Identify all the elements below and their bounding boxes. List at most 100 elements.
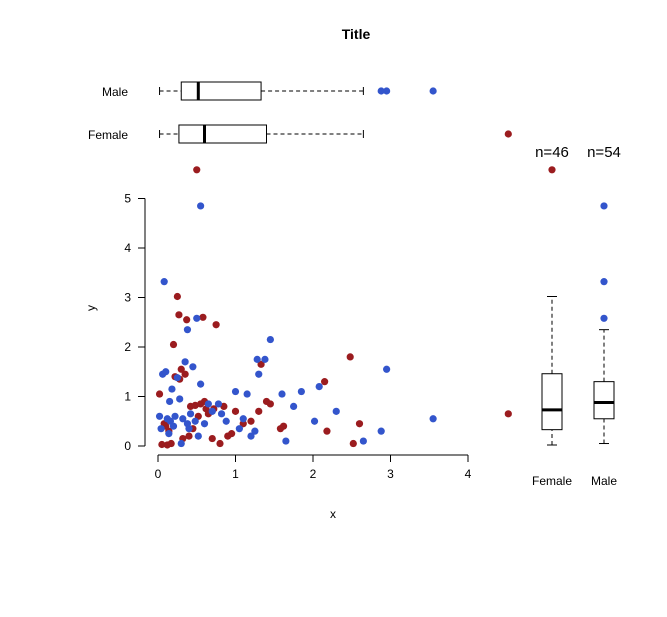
x-boxplot-box-female xyxy=(178,124,267,144)
scatter-point-female xyxy=(169,340,178,349)
y-tick-label: 3 xyxy=(124,291,131,305)
axes: 0 1 2 3 4 0 1 2 3 4 5 xyxy=(124,192,471,482)
scatter-point-female xyxy=(220,402,228,410)
scatter-point-male xyxy=(189,363,197,371)
scatter-point-male xyxy=(165,430,173,438)
scatter-point-male xyxy=(191,417,199,425)
x-boxplot-outlier-male xyxy=(383,87,391,95)
scatter-point-female xyxy=(181,370,189,378)
scatter-point-male xyxy=(155,412,164,420)
scatter-point-male xyxy=(235,425,243,433)
y-boxplot-label-male: Male xyxy=(591,474,617,488)
scatter-point-male xyxy=(429,415,437,423)
y-boxplot-box-female xyxy=(541,373,563,431)
scatter-point-male xyxy=(290,402,298,410)
scatter-point-female xyxy=(193,166,201,174)
count-label-male: n=54 xyxy=(587,144,621,161)
scatter-point-male xyxy=(169,422,178,430)
y-marginal-boxplots: n=46 Female n=54 Male xyxy=(532,144,621,488)
scatter-point-female xyxy=(255,407,263,415)
x-marginal-boxplots: Male Female xyxy=(88,81,512,144)
y-tick-label: 2 xyxy=(124,340,131,354)
y-boxplot-box-male xyxy=(593,381,615,420)
scatter-point-male xyxy=(183,326,192,334)
scatter-point-male xyxy=(261,355,269,363)
scatter-point-female xyxy=(167,439,175,448)
scatter-point-male xyxy=(297,387,305,396)
scatter-point-male xyxy=(166,397,174,406)
scatter-point-male xyxy=(266,335,274,344)
scatter-point-male xyxy=(157,425,165,433)
y-boxplot-outlier-male xyxy=(600,278,608,286)
x-boxplot-outlier-male xyxy=(377,87,385,95)
scatter-point-female xyxy=(231,407,240,415)
scatter-point-female xyxy=(355,420,364,428)
scatter-point-female xyxy=(279,422,288,430)
x-boxplot-outlier-male xyxy=(429,87,437,95)
scatter-point-female xyxy=(185,432,193,440)
scatter-point-male xyxy=(282,437,290,445)
scatter-point-female xyxy=(173,292,181,301)
y-tick-label: 1 xyxy=(124,390,131,404)
scatter-point-male xyxy=(332,407,340,415)
y-tick-label: 0 xyxy=(124,439,131,453)
y-tick-label: 4 xyxy=(124,241,131,255)
scatter-point-male xyxy=(176,395,184,403)
scatter-point-male xyxy=(197,380,205,388)
scatter-point-male xyxy=(239,415,247,423)
scatter-point-female xyxy=(321,378,329,386)
scatter-point-female xyxy=(175,311,183,319)
scatter-point-male xyxy=(222,417,230,425)
scatter-point-female xyxy=(349,439,357,448)
scatter-point-female xyxy=(228,430,236,438)
scatter-point-male xyxy=(243,390,251,398)
scatter-point-male xyxy=(200,420,209,428)
scatter-point-male xyxy=(177,439,185,448)
scatter-point-male xyxy=(173,374,181,382)
scatter-point-male xyxy=(315,383,323,391)
scatter-point-female xyxy=(239,420,247,428)
scatter-point-male xyxy=(171,412,179,420)
scatter-point-female xyxy=(177,365,185,373)
scatter-point-female xyxy=(191,401,199,410)
scatter-point-male xyxy=(247,432,255,440)
scatter-point-male xyxy=(183,420,192,428)
scatter-point-male xyxy=(251,427,259,435)
y-boxplot-outlier-male xyxy=(600,202,608,210)
x-tick-label: 3 xyxy=(387,467,394,481)
x-boxplot-box-male xyxy=(180,81,262,101)
count-label-female: n=46 xyxy=(535,144,569,161)
chart-title: Title xyxy=(342,26,371,42)
scatter-point-male xyxy=(204,400,212,408)
scatter-point-male xyxy=(214,400,223,408)
scatter-point-female xyxy=(247,417,255,425)
scatter-point-female xyxy=(257,360,265,368)
y-axis-label: y xyxy=(84,305,98,311)
scatter-point-male xyxy=(193,314,201,322)
scatter-point-male xyxy=(253,355,261,363)
scatter-point-male xyxy=(255,370,263,378)
y-boxplot-outlier-female xyxy=(548,166,556,174)
scatter-point-female xyxy=(199,313,207,321)
scatter-point-male xyxy=(359,437,367,445)
scatter-point-male xyxy=(377,427,385,435)
scatter-point-female xyxy=(155,390,164,398)
scatter-point-female xyxy=(266,400,274,408)
scatter-point-male xyxy=(208,407,216,415)
scatter-point-male xyxy=(179,415,187,423)
scatter-point-male xyxy=(162,368,170,376)
scatter-point-male xyxy=(168,385,176,393)
scatter-point-male xyxy=(186,410,195,418)
scatter-points xyxy=(155,166,512,449)
scatter-point-male xyxy=(181,358,189,366)
x-boxplot-label-male: Male xyxy=(102,85,128,99)
x-tick-label: 0 xyxy=(155,467,162,481)
x-tick-label: 4 xyxy=(465,467,472,481)
x-boxplot-outlier-female xyxy=(504,130,512,138)
scatter-point-female xyxy=(216,439,224,448)
scatter-point-male xyxy=(278,390,286,398)
scatter-point-female xyxy=(212,321,220,329)
y-boxplot-label-female: Female xyxy=(532,474,572,488)
scatter-point-male xyxy=(197,202,205,210)
scatter-point-female xyxy=(183,316,191,324)
